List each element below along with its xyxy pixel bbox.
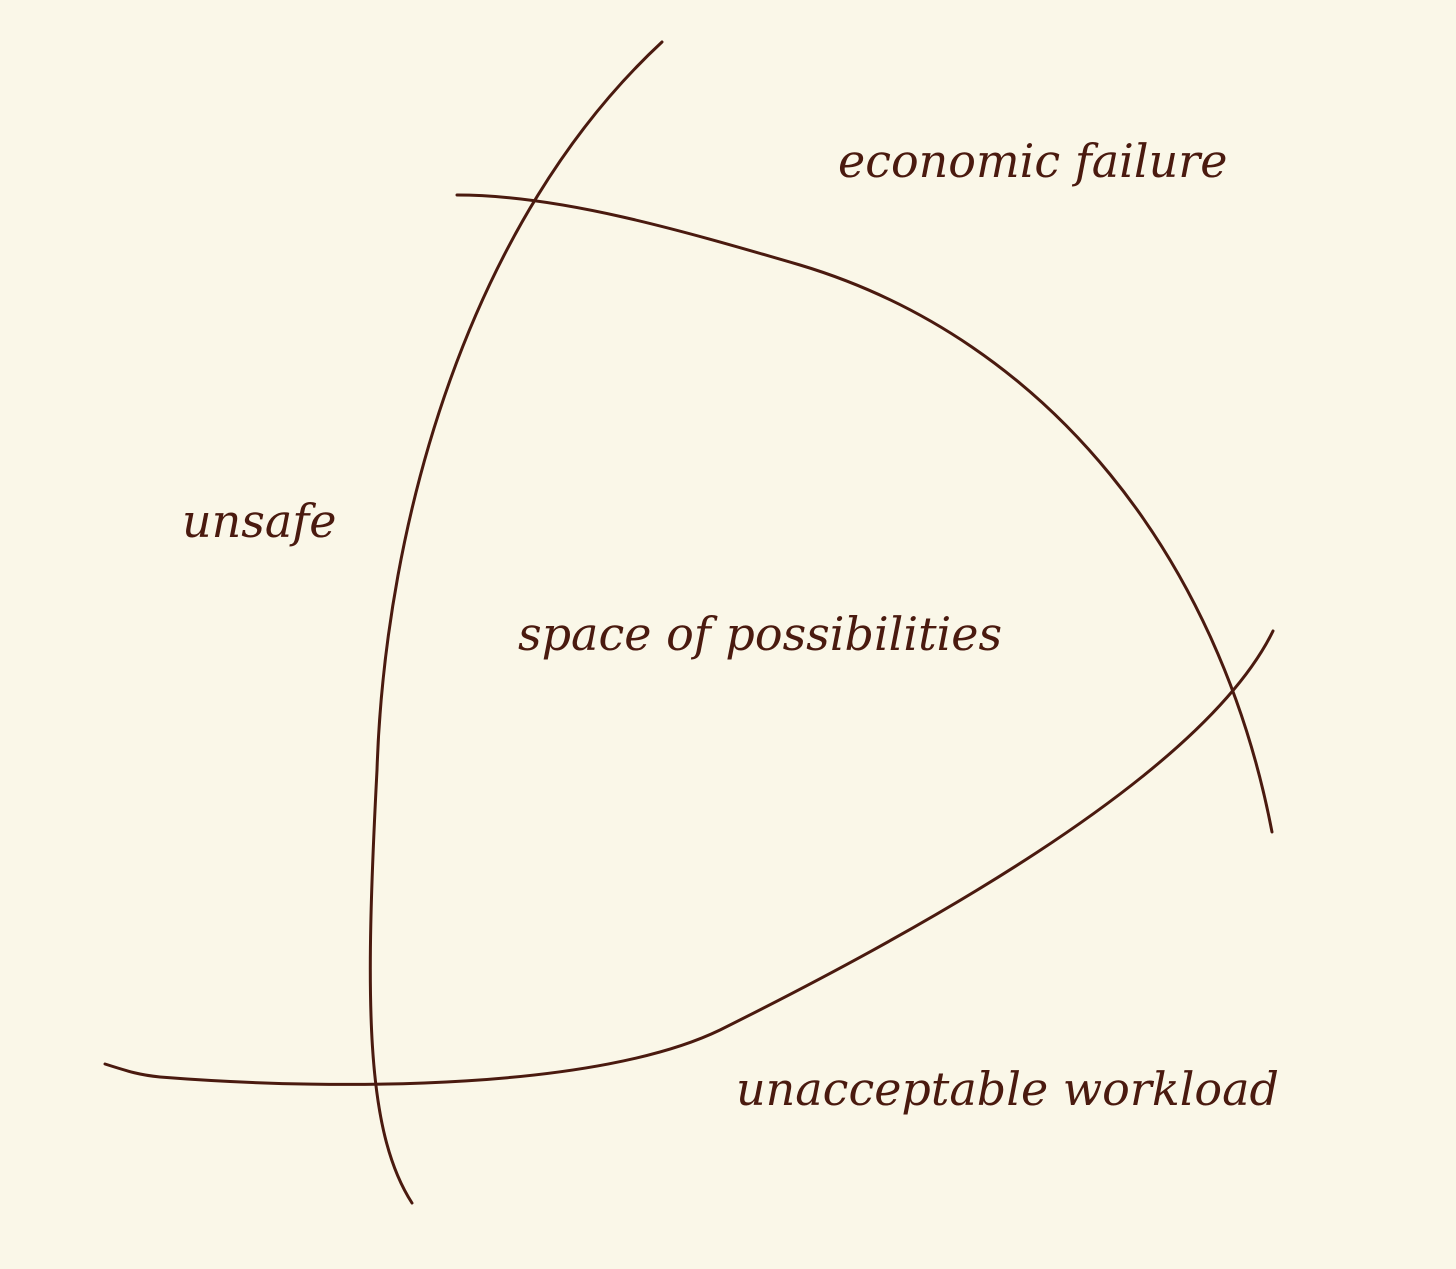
space-of-possibilities-label: space of possibilities (518, 607, 1002, 661)
economic-failure-label: economic failure (838, 134, 1227, 188)
unsafe-label: unsafe (182, 494, 337, 548)
unacceptable-workload-label: unacceptable workload (736, 1062, 1279, 1116)
